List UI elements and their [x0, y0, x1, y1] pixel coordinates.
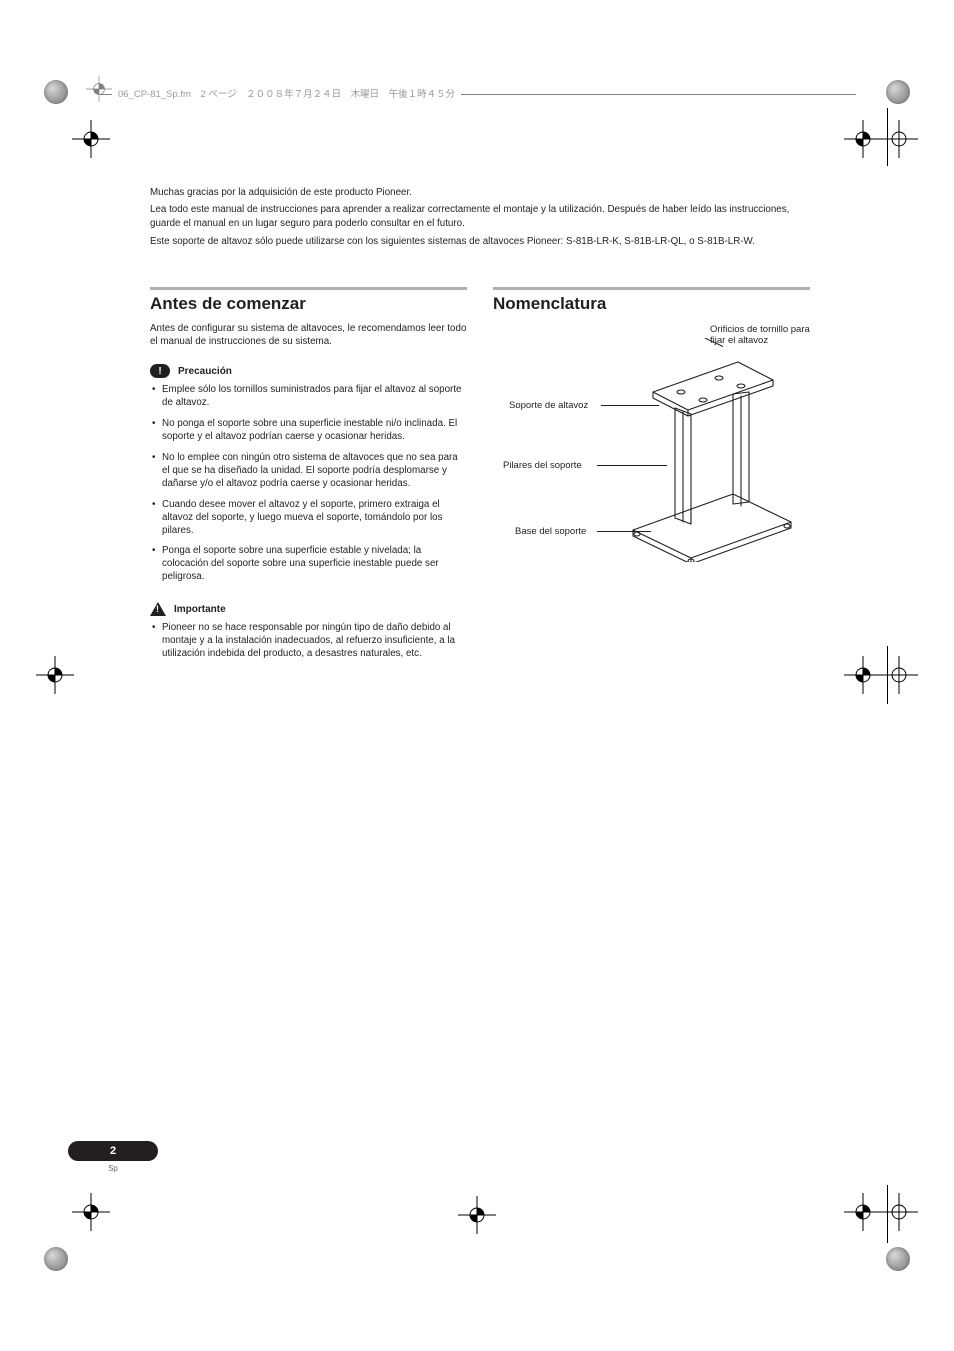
caution-callout: ! Precaución — [150, 364, 467, 378]
caution-list: Emplee sólo los tornillos suministrados … — [150, 384, 467, 584]
page-language: Sp — [68, 1164, 158, 1173]
regmark-tr-inner — [880, 120, 918, 158]
important-label: Importante — [174, 604, 226, 615]
stand-diagram: Orificios de tornillo para fijar el alta… — [493, 322, 810, 562]
regmark-bl — [72, 1193, 110, 1231]
regmark-br-outer — [844, 1193, 882, 1231]
intro-block: Muchas gracias por la adquisición de est… — [150, 186, 810, 249]
regmark-tr-outer — [844, 120, 882, 158]
caution-item: No lo emplee con ningún otro sistema de … — [162, 452, 467, 491]
important-item: Pioneer no se hace responsable por ningú… — [162, 622, 467, 661]
print-corner-br — [886, 1247, 910, 1271]
heading-antes: Antes de comenzar — [150, 294, 467, 314]
print-corner-tr — [886, 80, 910, 104]
regmark-ml — [36, 656, 74, 694]
regmark-br-divider — [887, 1185, 888, 1243]
caution-label: Precaución — [178, 366, 232, 377]
label-speaker-stand: Soporte de altavoz — [509, 400, 588, 411]
stand-illustration — [623, 342, 803, 562]
intro-p3: Este soporte de altavoz sólo puede utili… — [150, 235, 810, 249]
label-stand-pillars: Pilares del soporte — [503, 460, 582, 471]
page-content: Muchas gracias por la adquisición de est… — [150, 186, 810, 669]
regmark-br-inner — [880, 1193, 918, 1231]
regmark-tl — [72, 120, 110, 158]
intro-p1: Muchas gracias por la adquisición de est… — [150, 186, 810, 200]
section-rule — [150, 287, 467, 290]
caution-item: Ponga el soporte sobre una superficie es… — [162, 545, 467, 584]
important-list: Pioneer no se hace responsable por ningú… — [150, 622, 467, 661]
header-stamp: 06_CP-81_Sp.fm 2 ページ ２００８年７月２４日 木曜日 午後１時… — [112, 86, 461, 100]
caution-item: Emplee sólo los tornillos suministrados … — [162, 384, 467, 410]
caution-icon: ! — [150, 364, 170, 378]
important-callout: Importante — [150, 602, 467, 616]
page-number-pill: 2 — [68, 1141, 158, 1161]
print-corner-tl — [44, 80, 68, 104]
section-rule — [493, 287, 810, 290]
left-lead: Antes de configurar su sistema de altavo… — [150, 322, 467, 348]
heading-nomenclatura: Nomenclatura — [493, 294, 810, 314]
regmark-tr-divider — [887, 108, 888, 166]
caution-item: No ponga el soporte sobre una superficie… — [162, 418, 467, 444]
label-stand-base: Base del soporte — [515, 526, 586, 537]
header-regmark — [86, 76, 112, 102]
page-number: 2 — [110, 1145, 116, 1157]
caution-item: Cuando desee mover el altavoz y el sopor… — [162, 499, 467, 538]
important-icon — [150, 602, 166, 616]
left-column: Antes de comenzar Antes de configurar su… — [150, 287, 467, 669]
intro-p2: Lea todo este manual de instrucciones pa… — [150, 203, 810, 231]
regmark-mc — [458, 1196, 496, 1234]
regmark-mr-inner — [880, 656, 918, 694]
regmark-mr-divider — [887, 646, 888, 704]
regmark-mr-outer — [844, 656, 882, 694]
print-corner-bl — [44, 1247, 68, 1271]
right-column: Nomenclatura Orificios de tornillo para … — [493, 287, 810, 669]
